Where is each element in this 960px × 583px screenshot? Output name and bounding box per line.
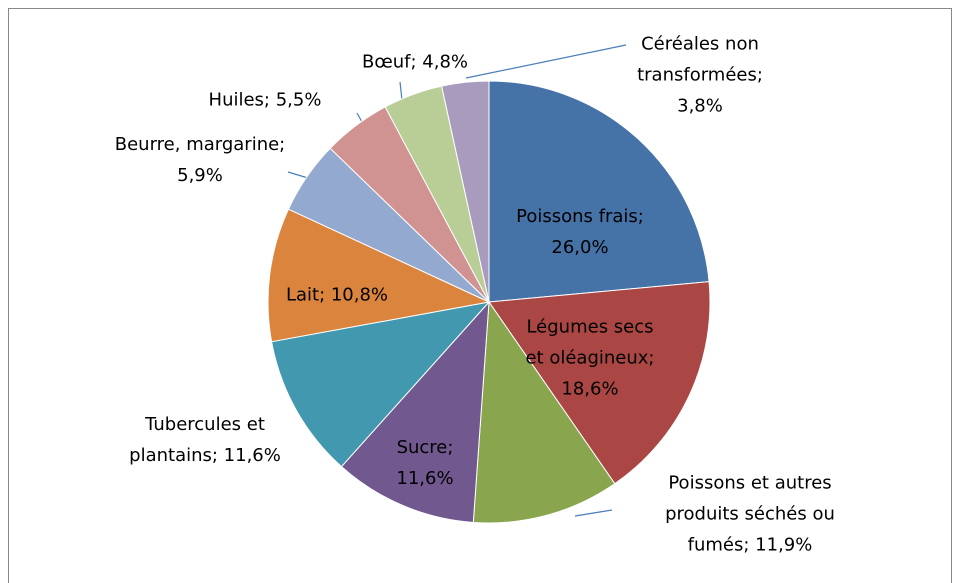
leader-line [574, 509, 613, 517]
leader-line [287, 171, 309, 179]
data-label: Sucre; 11,6% [396, 437, 454, 489]
data-label: Légumes secs et oléagineux; 18,6% [525, 316, 655, 400]
pie-slice [488, 281, 711, 485]
data-label: Lait; 10,8% [285, 284, 389, 306]
leader-line [465, 44, 627, 79]
pie-slice [441, 80, 490, 303]
data-label: Bœuf; 4,8% [361, 51, 469, 73]
leader-line [399, 81, 403, 101]
data-label: Poissons et autres produits séchés ou fu… [665, 472, 835, 556]
data-label: Huiles; 5,5% [208, 89, 322, 111]
pie-slice [488, 80, 710, 303]
data-label: Céréales non transformées; 3,8% [637, 33, 763, 117]
data-label: Poissons frais; 26,0% [516, 206, 644, 258]
pie-slice [271, 301, 491, 468]
pie-slice [267, 208, 491, 343]
data-label: Beurre, margarine; 5,9% [114, 134, 286, 186]
leader-lines [287, 44, 627, 517]
pie-slice [472, 300, 616, 524]
pie-slice [340, 300, 490, 523]
leader-line [356, 112, 363, 123]
data-label: Tubercules et plantains; 11,6% [129, 414, 281, 466]
